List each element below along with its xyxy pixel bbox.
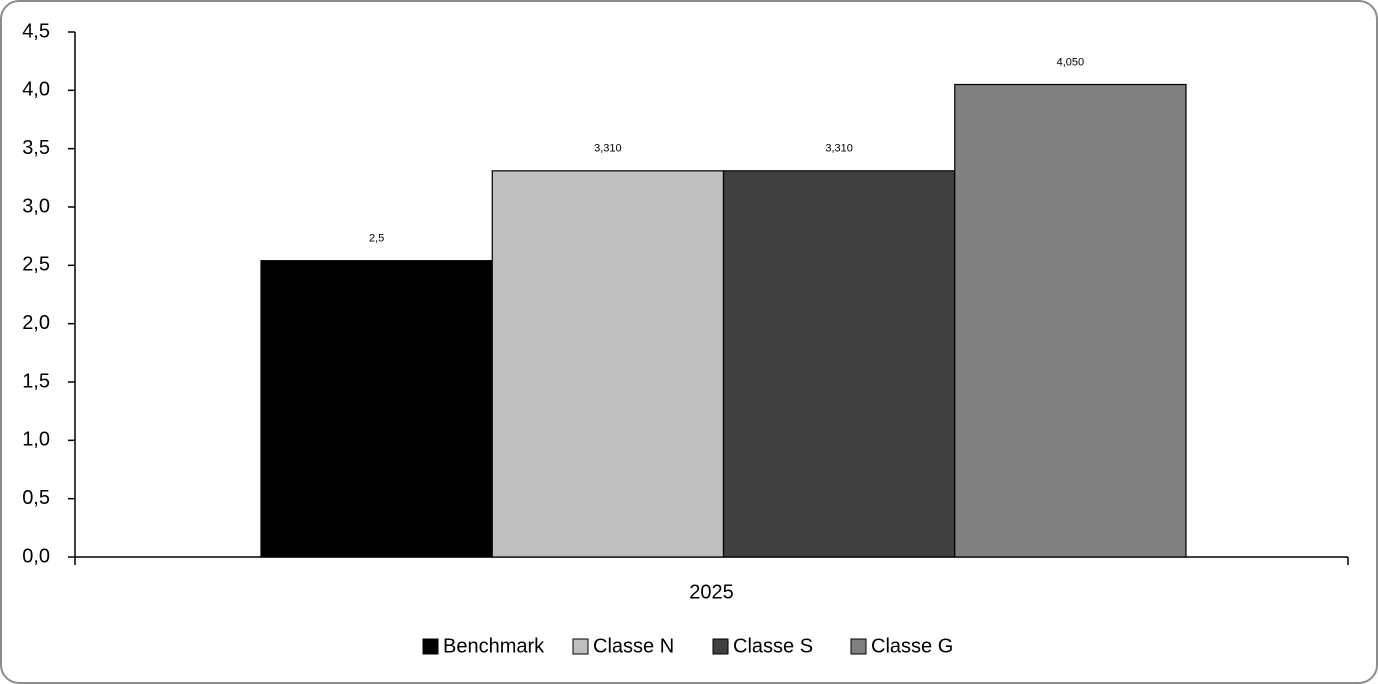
data-label: 3,310: [594, 143, 622, 155]
y-tick-label: 0,5: [22, 487, 50, 509]
y-tick-label: 2,5: [22, 254, 50, 276]
data-label: 3,310: [825, 143, 853, 155]
legend-label: Classe G: [871, 635, 953, 657]
x-tick-label: 2025: [689, 581, 734, 603]
y-tick-label: 1,0: [22, 429, 50, 451]
y-tick-label: 3,5: [22, 137, 50, 159]
legend-label: Classe S: [733, 635, 813, 657]
legend-label: Benchmark: [443, 635, 545, 657]
bar: [491, 170, 725, 558]
bar: [722, 170, 956, 558]
legend-swatch: [712, 638, 729, 655]
data-label: 4,050: [1057, 56, 1085, 68]
bar: [954, 83, 1187, 558]
y-tick-label: 2,0: [22, 312, 50, 334]
y-tick-label: 0,0: [22, 545, 50, 567]
y-tick-label: 4,0: [22, 79, 50, 101]
legend-swatch: [422, 638, 439, 655]
y-tick-label: 3,0: [22, 195, 50, 217]
y-tick-label: 1,5: [22, 370, 50, 392]
bar: [260, 260, 493, 558]
legend-swatch: [572, 638, 589, 655]
legend-label: Classe N: [593, 635, 674, 657]
y-tick-label: 4,5: [22, 20, 50, 42]
data-label: 2,5: [369, 233, 384, 245]
legend-swatch: [850, 638, 867, 655]
